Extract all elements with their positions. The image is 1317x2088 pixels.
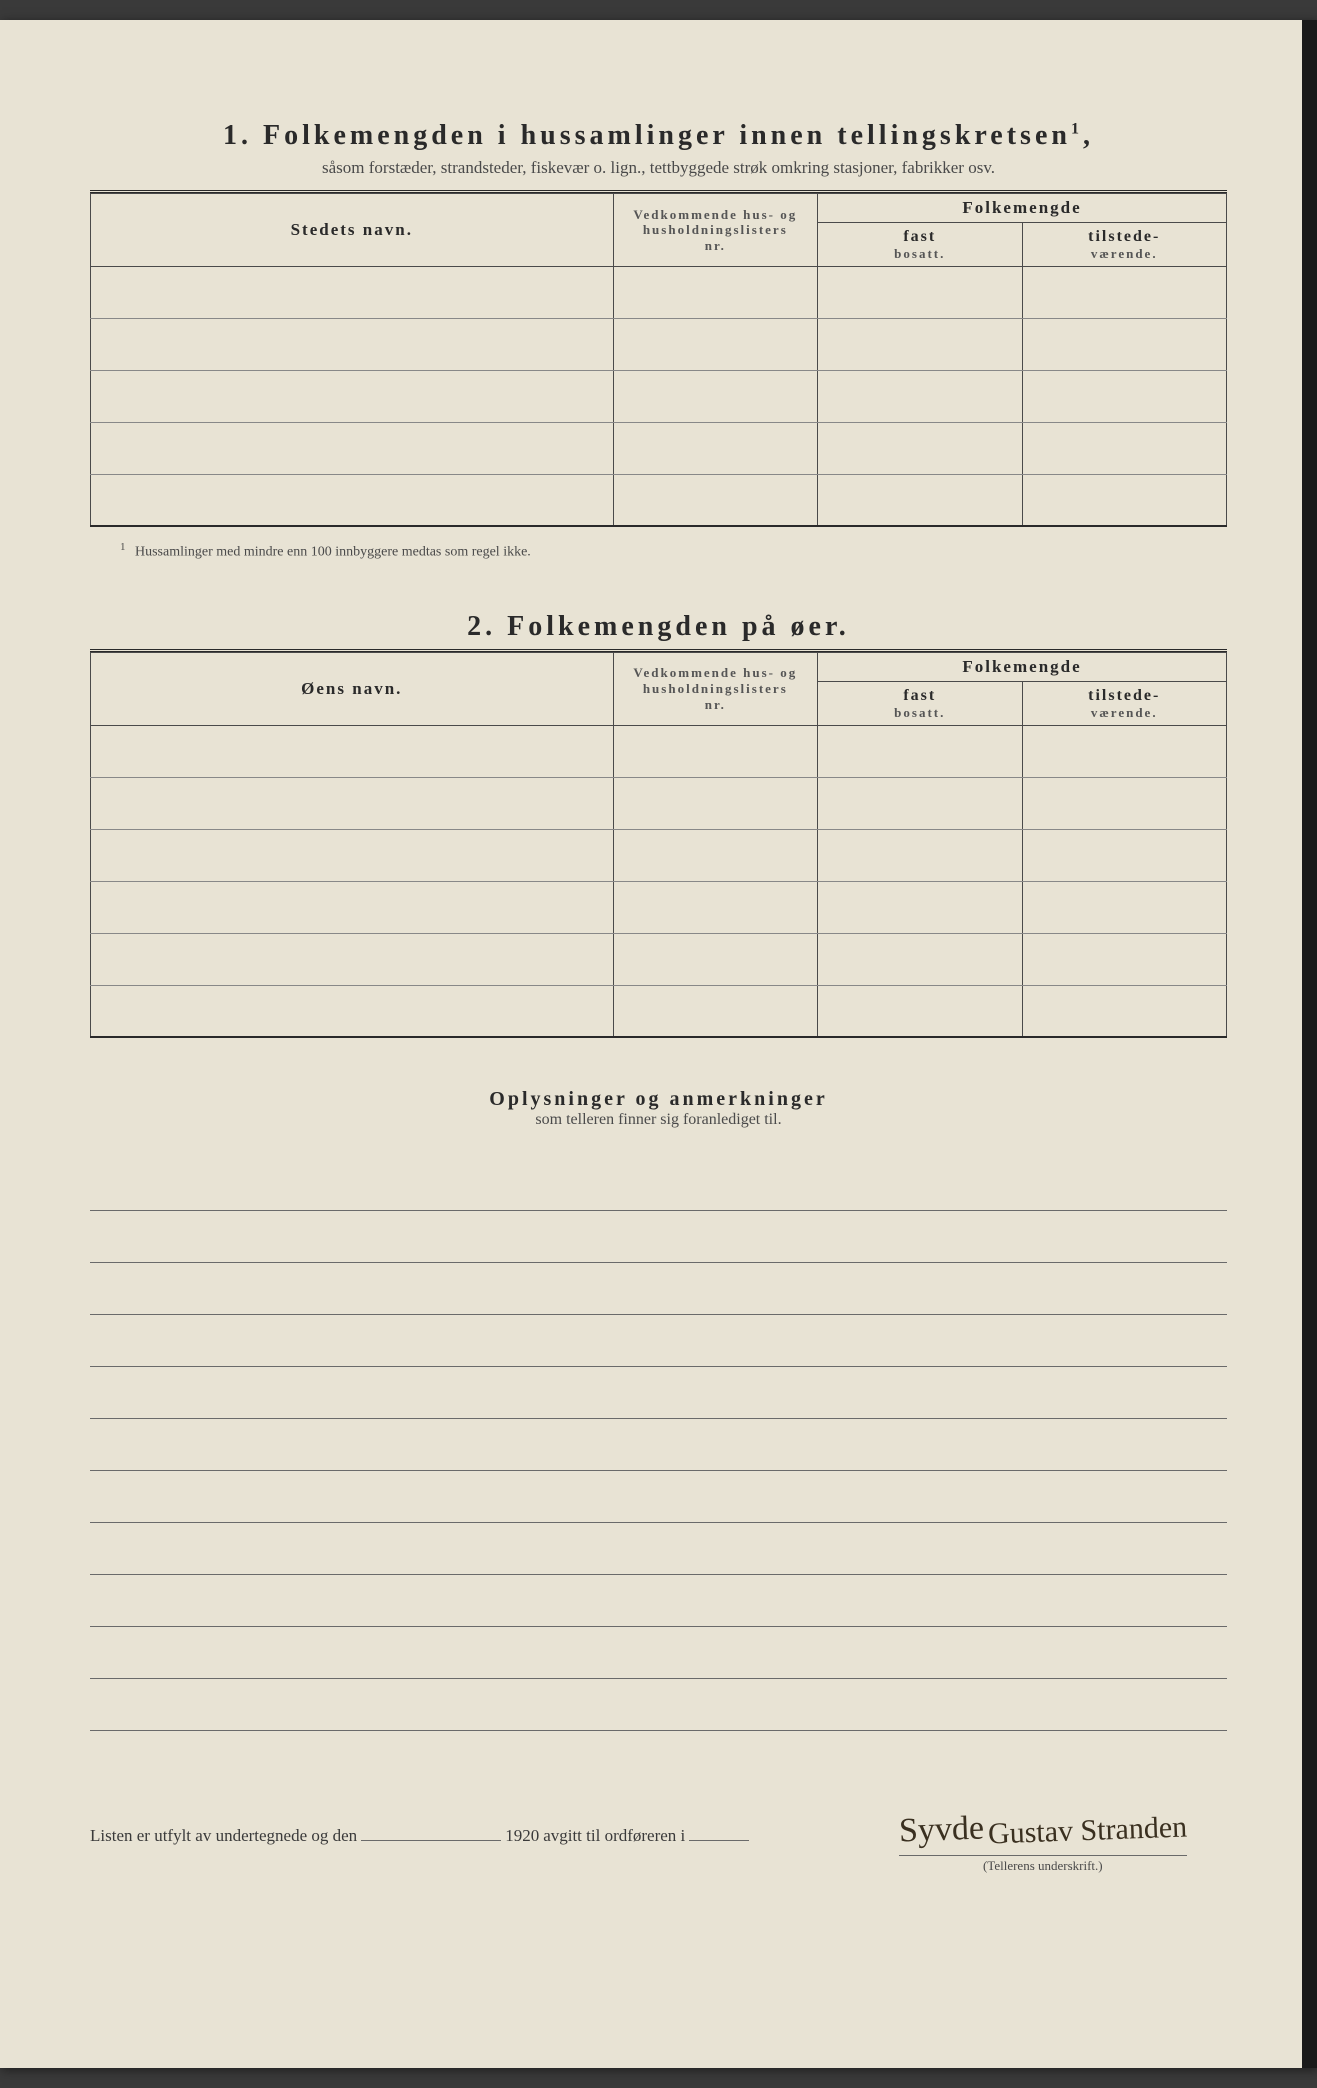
section2-body bbox=[91, 725, 1227, 1037]
table-row bbox=[91, 777, 1227, 829]
ruled-line bbox=[90, 1159, 1227, 1211]
remarks-subtitle: som telleren finner sig foranlediget til… bbox=[90, 1111, 1227, 1129]
name-signature: Gustav Stranden bbox=[987, 1811, 1187, 1852]
ruled-line bbox=[90, 1627, 1227, 1679]
signature-block: Syvde Gustav Stranden (Tellerens undersk… bbox=[899, 1811, 1187, 1874]
section2-number: 2. bbox=[467, 611, 496, 642]
col-oens-navn: Øens navn. bbox=[91, 652, 614, 725]
col-til2-l2: værende. bbox=[1031, 705, 1219, 721]
ruled-line bbox=[90, 1679, 1227, 1731]
col-fast2: fast bosatt. bbox=[818, 681, 1022, 725]
table-row bbox=[91, 881, 1227, 933]
section1-sup: 1 bbox=[1071, 121, 1083, 138]
footnote-num: 1 bbox=[120, 541, 126, 553]
ruled-line bbox=[90, 1523, 1227, 1575]
remarks-title: Oplysninger og anmerkninger bbox=[90, 1088, 1227, 1111]
col-fast-l2: bosatt. bbox=[826, 246, 1013, 262]
col-folkemengde2: Folkemengde bbox=[818, 652, 1227, 681]
col-ref2-l3: nr. bbox=[622, 697, 809, 713]
section1-title-text: Folkemengden i hussamlinger innen tellin… bbox=[263, 120, 1071, 151]
col-fast-l1: fast bbox=[826, 227, 1013, 246]
col-ref2-l1: Vedkommende hus- og bbox=[622, 665, 809, 681]
ruled-line bbox=[90, 1367, 1227, 1419]
ruled-line bbox=[90, 1211, 1227, 1263]
footer-year: 1920 bbox=[505, 1826, 539, 1846]
section2-title-text: Folkemengden på øer. bbox=[507, 611, 850, 642]
col-ref-l3: nr. bbox=[622, 238, 809, 254]
table-row bbox=[91, 370, 1227, 422]
col-tilstede: tilstede- værende. bbox=[1022, 223, 1227, 267]
ruled-line bbox=[90, 1575, 1227, 1627]
ruled-line bbox=[90, 1419, 1227, 1471]
col-fast2-l1: fast bbox=[826, 686, 1013, 705]
section1-number: 1. bbox=[223, 120, 252, 151]
ruled-line bbox=[90, 1315, 1227, 1367]
section1-subtitle: såsom forstæder, strandsteder, fiskevær … bbox=[90, 158, 1227, 178]
table-row bbox=[91, 829, 1227, 881]
section1-footnote: 1 Hussamlinger med mindre enn 100 innbyg… bbox=[120, 541, 1227, 561]
col-ref-l2: husholdningslisters bbox=[622, 222, 809, 238]
col-tilstede2: tilstede- værende. bbox=[1022, 681, 1227, 725]
table-row bbox=[91, 422, 1227, 474]
section1-table: Stedets navn. Vedkommende hus- og hushol… bbox=[90, 193, 1227, 527]
ruled-line bbox=[90, 1263, 1227, 1315]
col-stedets-navn: Stedets navn. bbox=[91, 194, 614, 267]
section2-table: Øens navn. Vedkommende hus- og husholdni… bbox=[90, 652, 1227, 1038]
remarks-lines bbox=[90, 1159, 1227, 1731]
col-folkemengde: Folkemengde bbox=[818, 194, 1227, 223]
table-row bbox=[91, 725, 1227, 777]
col-til2-l1: tilstede- bbox=[1031, 686, 1219, 705]
table-row bbox=[91, 474, 1227, 526]
footnote-text: Hussamlinger med mindre enn 100 innbygge… bbox=[135, 545, 531, 560]
table-row bbox=[91, 318, 1227, 370]
col-fast2-l2: bosatt. bbox=[826, 705, 1013, 721]
footer-mid: avgitt til ordføreren i bbox=[543, 1826, 685, 1846]
section1-body bbox=[91, 266, 1227, 526]
col-ref-l1: Vedkommende hus- og bbox=[622, 207, 809, 223]
col-til-l1: tilstede- bbox=[1031, 227, 1219, 246]
section2-title: 2. Folkemengden på øer. bbox=[90, 611, 1227, 643]
col-til-l2: værende. bbox=[1031, 246, 1219, 262]
footer-prefix: Listen er utfylt av undertegnede og den bbox=[90, 1826, 357, 1846]
col-ref: Vedkommende hus- og husholdningslisters … bbox=[613, 194, 817, 267]
footer-blank2 bbox=[689, 1821, 749, 1841]
table-row bbox=[91, 933, 1227, 985]
ruled-line bbox=[90, 1471, 1227, 1523]
col-ref2: Vedkommende hus- og husholdningslisters … bbox=[613, 652, 817, 725]
col-fast: fast bosatt. bbox=[818, 223, 1022, 267]
document-page: 1. Folkemengden i hussamlinger innen tel… bbox=[0, 20, 1317, 2068]
table-row bbox=[91, 985, 1227, 1037]
section1-title: 1. Folkemengden i hussamlinger innen tel… bbox=[90, 120, 1227, 152]
table-row bbox=[91, 266, 1227, 318]
col-ref2-l2: husholdningslisters bbox=[622, 681, 809, 697]
signature-label: (Tellerens underskrift.) bbox=[899, 1855, 1187, 1874]
place-signature: Syvde bbox=[898, 1810, 984, 1851]
footer-blank bbox=[361, 1821, 501, 1841]
footer: Listen er utfylt av undertegnede og den … bbox=[90, 1821, 1227, 1846]
